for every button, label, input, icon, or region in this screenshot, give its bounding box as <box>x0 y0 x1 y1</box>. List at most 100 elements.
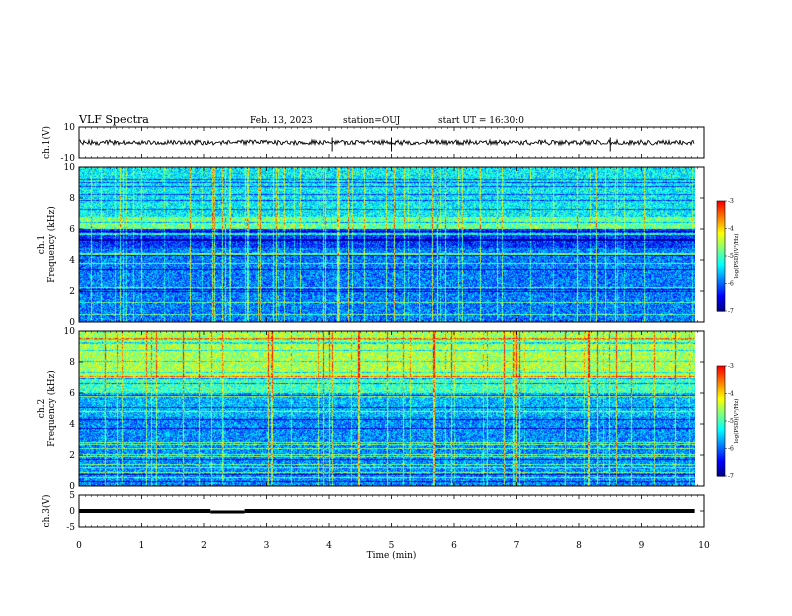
x-tick-label: 0 <box>76 541 82 551</box>
x-tick-label: 1 <box>139 541 145 551</box>
colorbar-segment <box>717 213 725 217</box>
colorbar-segment <box>717 399 725 402</box>
colorbar-segment <box>717 408 725 411</box>
colorbar-segment <box>717 411 725 415</box>
colorbar-segment <box>717 279 725 283</box>
colorbar-segment <box>717 397 725 400</box>
colorbar-segment <box>717 474 725 477</box>
colorbar-segment <box>717 250 725 253</box>
y-tick-label: 2 <box>69 287 75 297</box>
colorbar-segment <box>717 367 725 371</box>
colorbar-segment <box>717 386 725 389</box>
colorbar-segment <box>717 270 725 274</box>
colorbar-segment <box>717 465 725 468</box>
colorbar-tick-label: -3 <box>728 363 734 370</box>
y-tick-label: 10 <box>64 163 76 173</box>
colorbar-segment <box>717 441 725 444</box>
colorbar-tick-label: -3 <box>728 198 734 205</box>
colorbar-segment <box>717 274 725 277</box>
y-axis-label: Frequency (kHz) <box>46 206 57 283</box>
colorbar-segment <box>717 296 725 299</box>
colorbar-segment <box>717 252 725 255</box>
colorbar-segment <box>717 226 725 230</box>
colorbar-segment <box>717 395 725 398</box>
colorbar-segment <box>717 272 725 275</box>
y-tick-label: 8 <box>69 194 75 204</box>
colorbar-segment <box>717 417 725 420</box>
colorbar-segment <box>717 419 725 422</box>
colorbar-segment <box>717 287 725 290</box>
colorbar-segment <box>717 380 725 384</box>
colorbar-segment <box>717 239 725 242</box>
colorbar-segment <box>717 246 725 250</box>
colorbar-segment <box>717 393 725 396</box>
colorbar-segment <box>717 224 725 228</box>
y-tick-label: 6 <box>69 225 75 235</box>
colorbar-segment <box>717 257 725 261</box>
spectrogram-image <box>79 167 695 322</box>
colorbar-segment <box>717 466 725 470</box>
colorbar-label: log(PSD)(V²/Hz) <box>733 234 740 279</box>
colorbar-segment <box>717 228 725 231</box>
colorbar-segment <box>717 201 725 204</box>
colorbar-segment <box>717 446 725 450</box>
colorbar-segment <box>717 404 725 407</box>
y-tick-label: 4 <box>69 256 75 266</box>
colorbar-segment <box>717 254 725 257</box>
colorbar-segment <box>717 435 725 439</box>
colorbar-segment <box>717 243 725 246</box>
y-tick-label: 8 <box>69 358 75 368</box>
colorbar-segment <box>717 371 725 374</box>
colorbar-segment <box>717 294 725 297</box>
colorbar-segment <box>717 421 725 424</box>
colorbar-segment <box>717 301 725 305</box>
colorbar-segment <box>717 468 725 472</box>
colorbar-segment <box>717 457 725 461</box>
colorbar-segment <box>717 375 725 378</box>
colorbar-segment <box>717 461 725 464</box>
colorbar-segment <box>717 208 725 211</box>
colorbar-segment <box>717 430 725 433</box>
colorbar-segment <box>717 241 725 244</box>
colorbar-segment <box>717 289 725 292</box>
colorbar-segment <box>717 256 725 259</box>
colorbar-segment <box>717 259 725 263</box>
y-tick-label: 5 <box>69 491 75 501</box>
x-axis-label: Time (min) <box>367 550 417 561</box>
colorbar-segment <box>717 283 725 286</box>
colorbar-segment <box>717 290 725 294</box>
header-station: station=OUJ <box>343 116 401 126</box>
ch3-waveform-trace <box>210 510 245 514</box>
ch3-waveform-trace <box>244 509 695 513</box>
colorbar-segment <box>717 450 725 453</box>
colorbar-segment <box>717 406 725 409</box>
colorbar-segment <box>717 463 725 466</box>
colorbar-segment <box>717 265 725 268</box>
colorbar-segment <box>717 202 725 206</box>
colorbar-segment <box>717 410 725 413</box>
x-tick-label: 2 <box>201 541 207 551</box>
colorbar-segment <box>717 369 725 373</box>
colorbar-segment <box>717 223 725 226</box>
colorbar-segment <box>717 388 725 391</box>
colorbar-segment <box>717 261 725 264</box>
y-tick-label: 6 <box>69 389 75 399</box>
x-tick-label: 6 <box>451 541 457 551</box>
colorbar-segment <box>717 389 725 393</box>
x-tick-label: 3 <box>264 541 270 551</box>
colorbar-segment <box>717 309 725 312</box>
ch3-waveform-trace <box>79 509 211 513</box>
colorbar-segment <box>717 292 725 296</box>
header-date: Feb. 13, 2023 <box>250 116 313 126</box>
x-tick-label: 5 <box>389 541 395 551</box>
colorbar-tick-label: -7 <box>728 473 734 480</box>
colorbar-segment <box>717 437 725 440</box>
ch2-colorbar: -3 -4 -5 -6 -7 log(PSD)(V²/Hz) <box>716 363 740 480</box>
y-axis-label: ch.2 <box>37 399 47 418</box>
colorbar-segment <box>717 439 725 442</box>
colorbar-segment <box>717 300 725 303</box>
colorbar-segment <box>717 206 725 209</box>
colorbar-segment <box>717 268 725 272</box>
